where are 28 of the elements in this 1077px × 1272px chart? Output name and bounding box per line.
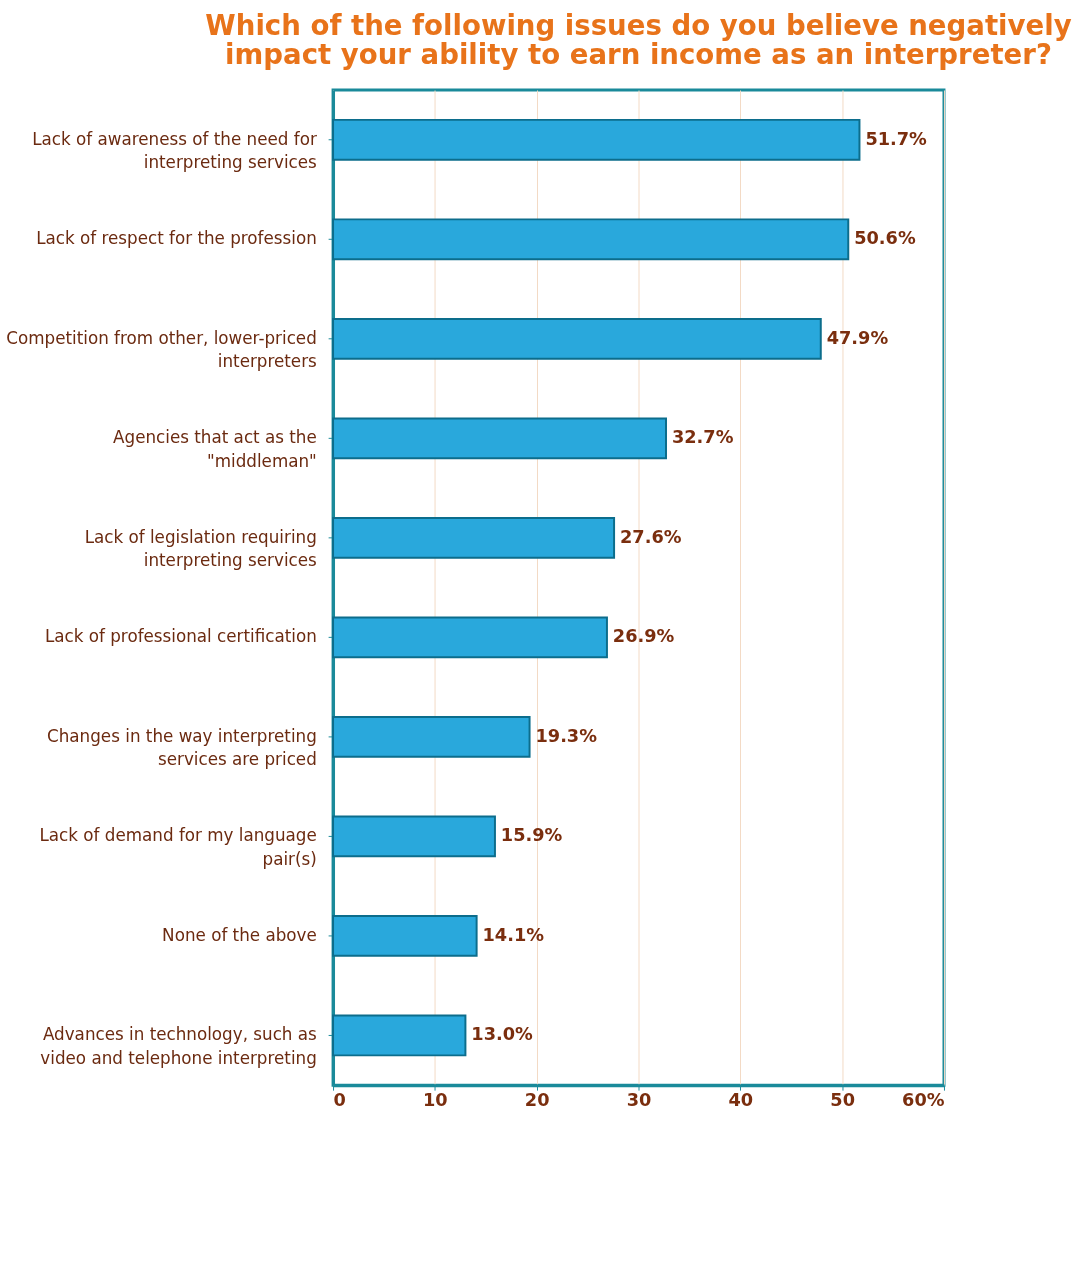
- x-tick-label: 0: [333, 1090, 346, 1111]
- data-label: 50.6%: [854, 228, 916, 249]
- data-label: 26.9%: [612, 626, 675, 647]
- data-label: 51.7%: [865, 128, 928, 149]
- data-label: 19.3%: [535, 725, 598, 746]
- x-tick-label: 50: [830, 1090, 855, 1111]
- x-tick-label: 30: [626, 1090, 652, 1111]
- y-tick-label: Advances in technology, such as video and telephone interpreting: [40, 1024, 317, 1069]
- x-tick-label: 60%: [902, 1090, 945, 1111]
- x-tick-label: 10: [423, 1090, 448, 1111]
- y-tick-label: Lack of legislation requiring interpreting services: [84, 526, 317, 571]
- data-label: 15.9%: [500, 825, 563, 846]
- y-tick-label: Lack of professional certification: [44, 626, 317, 647]
- data-label: 14.1%: [482, 924, 545, 945]
- y-tick-label: Changes in the way interpreting services are priced: [47, 725, 317, 770]
- data-label: 47.9%: [826, 327, 889, 348]
- data-label: 32.7%: [671, 427, 734, 448]
- y-tick-label: Lack of awareness of the need for interpreting services: [32, 128, 317, 173]
- data-label: 13.0%: [471, 1024, 534, 1045]
- x-tick-label: 40: [728, 1090, 754, 1111]
- x-tick-label: 20: [524, 1090, 550, 1111]
- y-tick-label: Lack of demand for my language pair(s): [39, 825, 317, 869]
- chart-title: Which of the following issues do you believe negatively impact your ability to earn income as an interpreter?: [205, 8, 1072, 72]
- y-tick-label: Agencies that act as the "middleman": [113, 427, 317, 471]
- y-tick-label: None of the above: [162, 924, 317, 945]
- y-tick-label: Competition from other, lower-priced interpreters: [6, 327, 317, 372]
- data-label: 27.6%: [619, 526, 682, 547]
- y-tick-label: Lack of respect for the profession: [36, 228, 317, 249]
